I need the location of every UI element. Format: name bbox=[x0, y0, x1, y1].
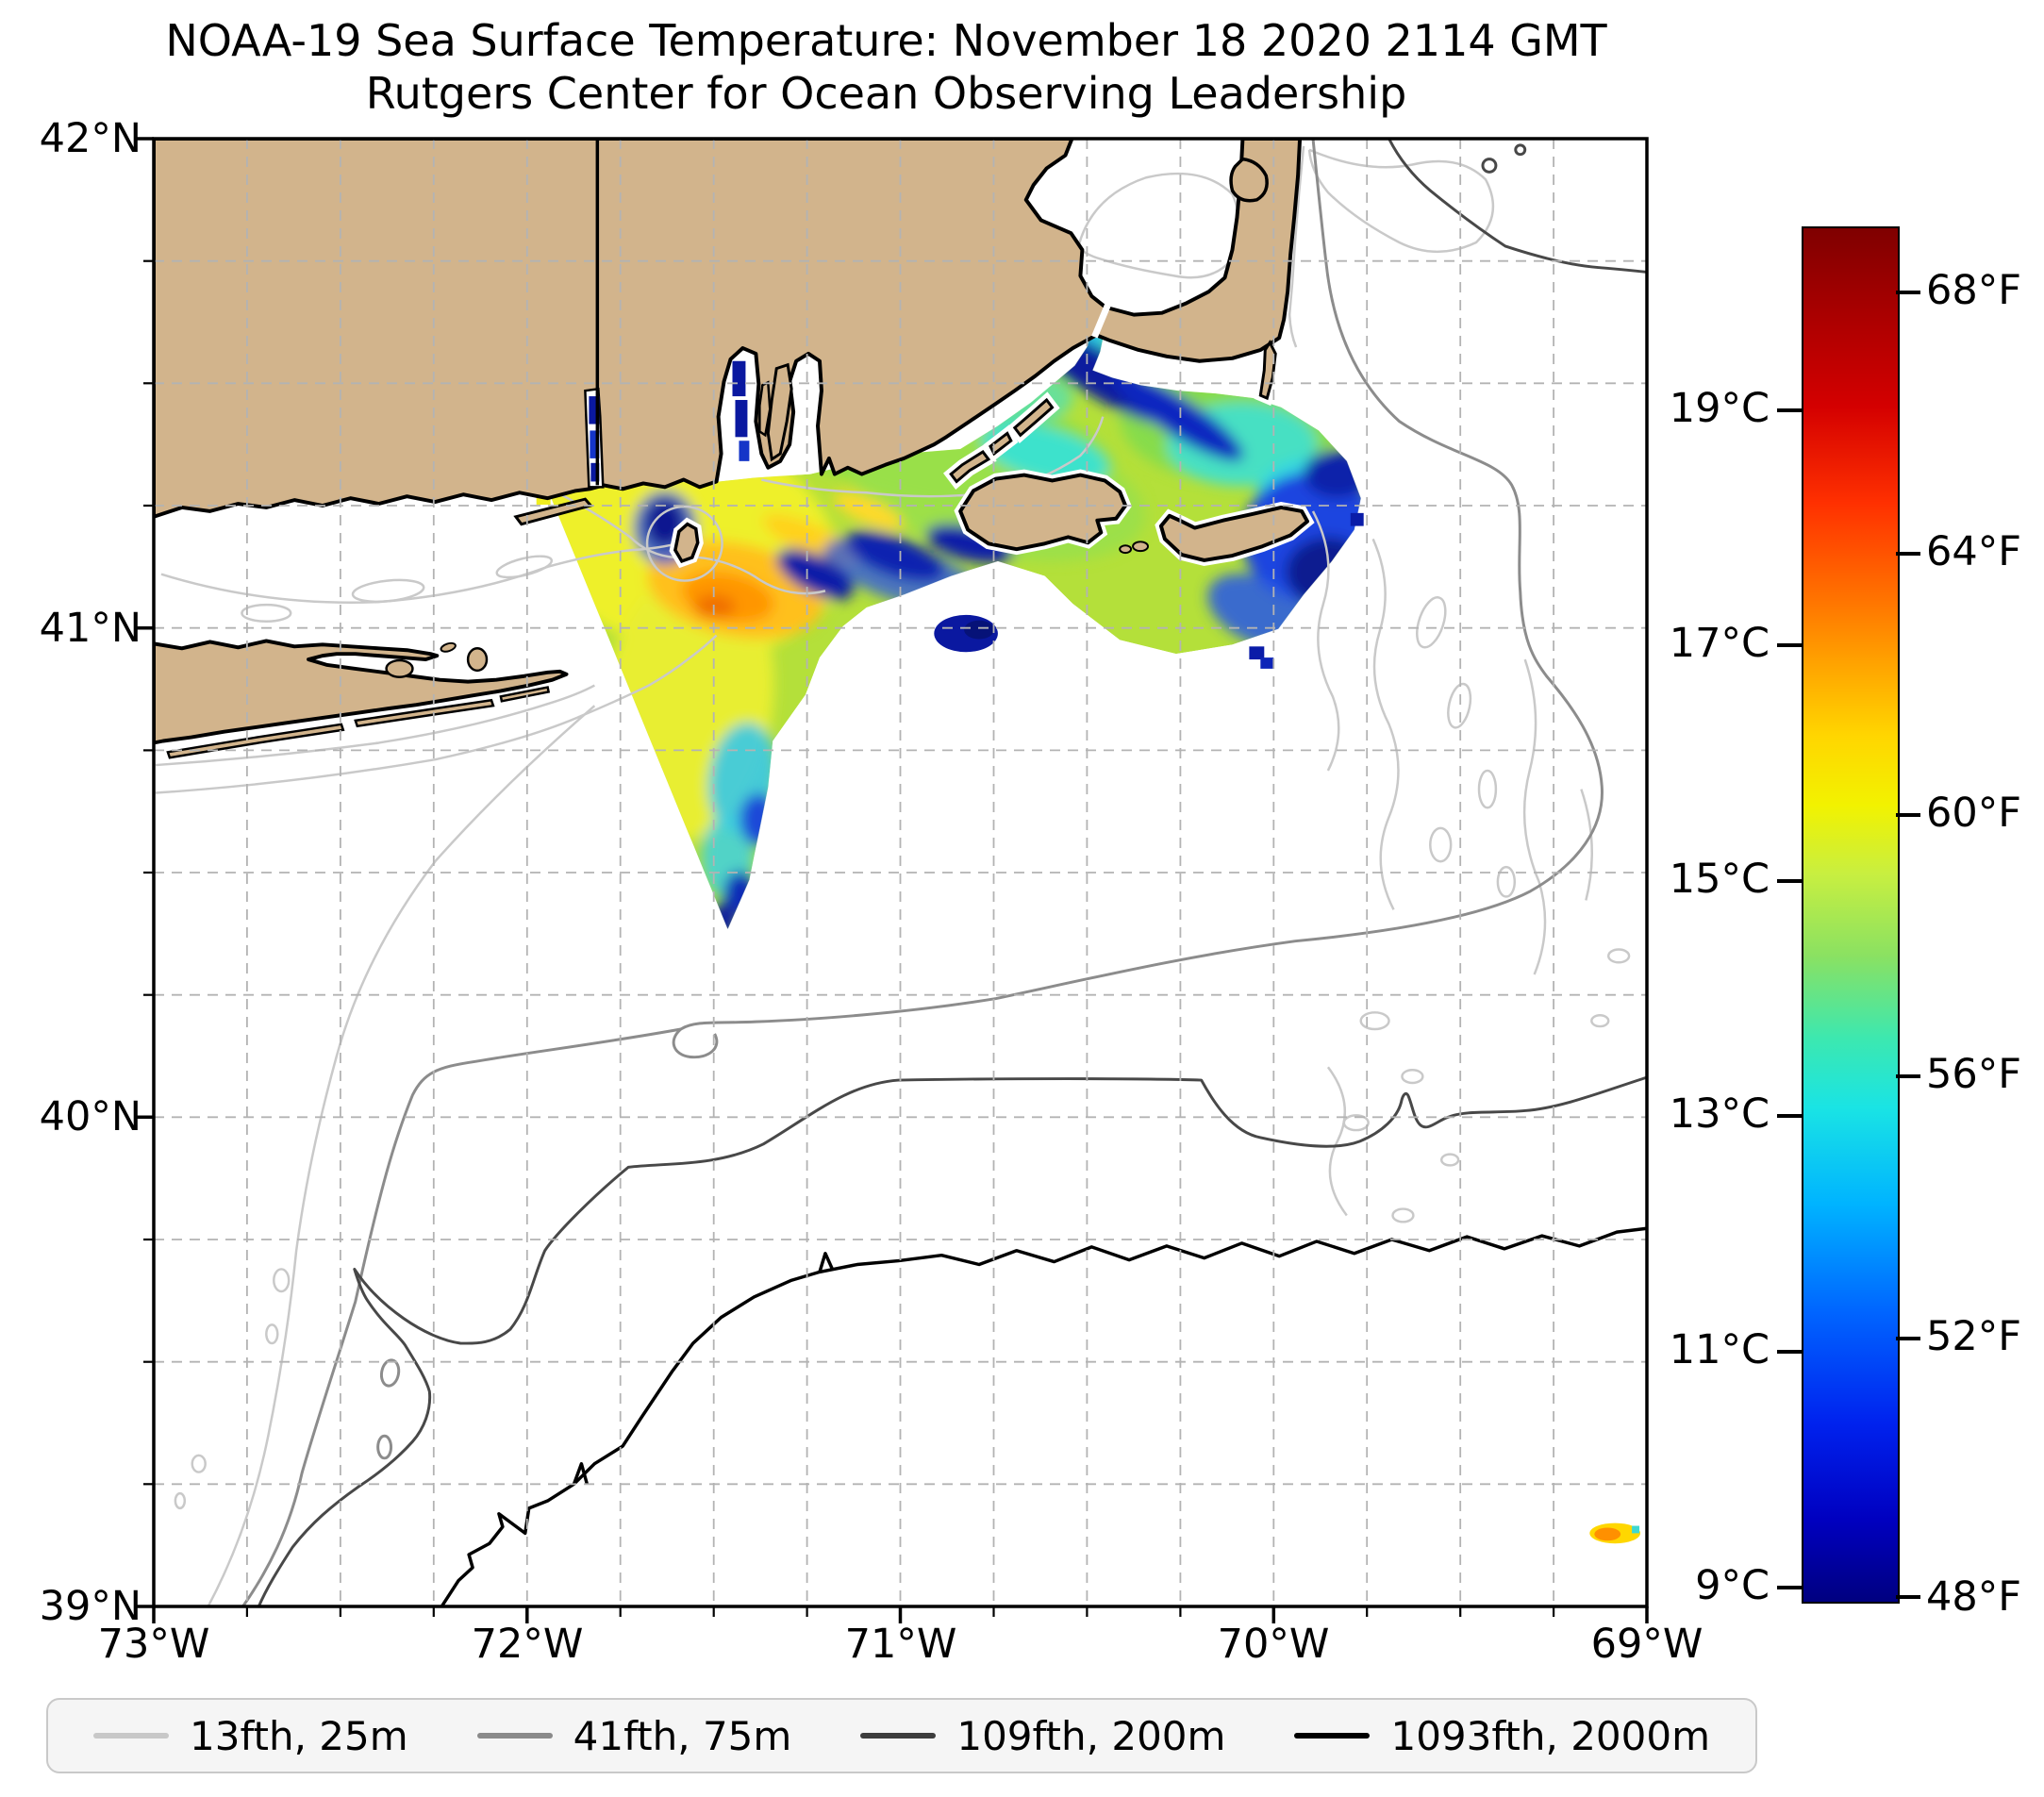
gardiners-island bbox=[466, 647, 489, 673]
colorbar-label-9c: 9°C bbox=[1695, 1562, 1770, 1609]
nantucket bbox=[1158, 505, 1310, 562]
y-tick-39N: 39°N bbox=[39, 1583, 141, 1630]
legend-label-75m: 41fth, 75m bbox=[573, 1712, 792, 1759]
x-tick-73W: 73°W bbox=[97, 1621, 210, 1668]
sst-isolated-pixels bbox=[536, 491, 1641, 1544]
colorbar-label-13c: 13°C bbox=[1669, 1090, 1770, 1138]
x-tick-69W: 69°W bbox=[1590, 1621, 1703, 1668]
sst-pixel bbox=[589, 396, 600, 424]
legend-item-2000m: 1093fth, 2000m bbox=[1294, 1713, 1710, 1759]
legend-label-200m: 109fth, 200m bbox=[956, 1712, 1226, 1759]
land-layer bbox=[154, 139, 1315, 759]
conanicut-island bbox=[758, 380, 772, 438]
legend-label-2000m: 1093fth, 2000m bbox=[1390, 1712, 1710, 1759]
provincetown-hook bbox=[1229, 157, 1269, 203]
colorbar-tick-9c bbox=[1777, 1586, 1802, 1589]
axis-ticks bbox=[137, 137, 1649, 1623]
cape-cod-canal bbox=[1091, 304, 1111, 339]
legend-line-25m-icon bbox=[93, 1733, 169, 1739]
colorbar-label-11c: 11°C bbox=[1669, 1326, 1770, 1373]
colorbar-label-64f: 64°F bbox=[1926, 528, 2021, 575]
colorbar-tick-52f bbox=[1896, 1337, 1920, 1340]
legend-label-25m: 13fth, 25m bbox=[190, 1712, 408, 1759]
x-tick-71W: 71°W bbox=[844, 1621, 957, 1668]
colorbar-label-48f: 48°F bbox=[1926, 1573, 2021, 1621]
colorbar-tick-56f bbox=[1896, 1074, 1920, 1078]
marthas-vineyard bbox=[958, 473, 1128, 552]
contours-75m bbox=[241, 139, 1604, 1606]
li-barrier-beach-mid bbox=[354, 698, 495, 728]
sst-blob-bottom-right bbox=[1589, 1522, 1641, 1544]
muskeget-island bbox=[1119, 544, 1133, 555]
contours-200m bbox=[257, 139, 1647, 1606]
y-tick-42N: 42°N bbox=[39, 115, 141, 162]
long-island bbox=[154, 639, 569, 745]
colorbar-tick-11c bbox=[1777, 1350, 1802, 1354]
colorbar bbox=[1802, 226, 1900, 1604]
shelter-island bbox=[385, 658, 414, 678]
graticule bbox=[154, 139, 1647, 1606]
contour-2000m bbox=[440, 1226, 1647, 1606]
colorbar-tick-19c bbox=[1777, 408, 1802, 412]
monomoy-island bbox=[1258, 340, 1277, 401]
li-barrier-beach-east bbox=[499, 686, 551, 703]
colorbar-label-68f: 68°F bbox=[1926, 267, 2021, 314]
colorbar-tick-68f bbox=[1896, 291, 1920, 294]
legend-item-25m: 13fth, 25m bbox=[93, 1713, 408, 1759]
tuckernuck-island bbox=[1132, 541, 1149, 553]
x-tick-72W: 72°W bbox=[471, 1621, 584, 1668]
legend-line-75m-icon bbox=[476, 1733, 553, 1739]
y-tick-40N: 40°N bbox=[39, 1093, 141, 1140]
colorbar-label-52f: 52°F bbox=[1926, 1313, 2021, 1360]
sst-map bbox=[137, 137, 1649, 1623]
legend-line-2000m-icon bbox=[1294, 1733, 1371, 1739]
block-island bbox=[673, 522, 700, 564]
sst-pixel bbox=[590, 462, 600, 482]
colorbar-label-17c: 17°C bbox=[1669, 620, 1770, 667]
colorbar-tick-13c bbox=[1777, 1114, 1802, 1118]
colorbar-label-56f: 56°F bbox=[1926, 1051, 2021, 1098]
legend-item-75m: 41fth, 75m bbox=[476, 1712, 792, 1759]
colorbar-label-19c: 19°C bbox=[1669, 385, 1770, 432]
depth-contour-legend: 13fth, 25m 41fth, 75m 109fth, 200m 1093f… bbox=[46, 1698, 1757, 1773]
li-barrier-beach-west bbox=[166, 723, 345, 759]
colorbar-label-60f: 60°F bbox=[1926, 790, 2021, 837]
title-line-1: NOAA-19 Sea Surface Temperature: Novembe… bbox=[165, 15, 1607, 66]
colorbar-tick-60f bbox=[1896, 813, 1920, 817]
x-tick-70W: 70°W bbox=[1217, 1621, 1330, 1668]
elizabeth-islands bbox=[949, 397, 1055, 484]
mainland bbox=[154, 139, 1303, 519]
legend-line-200m-icon bbox=[860, 1733, 937, 1739]
plum-island bbox=[440, 641, 457, 653]
contours-25m bbox=[155, 145, 1631, 1606]
colorbar-tick-15c bbox=[1777, 879, 1802, 883]
y-tick-41N: 41°N bbox=[39, 605, 141, 652]
sst-pixel bbox=[590, 430, 600, 458]
title-line-2: Rutgers Center for Ocean Observing Leade… bbox=[365, 68, 1407, 119]
legend-item-200m: 109fth, 200m bbox=[860, 1713, 1225, 1759]
colorbar-tick-17c bbox=[1777, 643, 1802, 647]
colorbar-tick-64f bbox=[1896, 552, 1920, 556]
colorbar-label-15c: 15°C bbox=[1669, 856, 1770, 903]
colorbar-tick-48f bbox=[1896, 1595, 1920, 1599]
narragansett-sst-streak bbox=[732, 360, 750, 461]
